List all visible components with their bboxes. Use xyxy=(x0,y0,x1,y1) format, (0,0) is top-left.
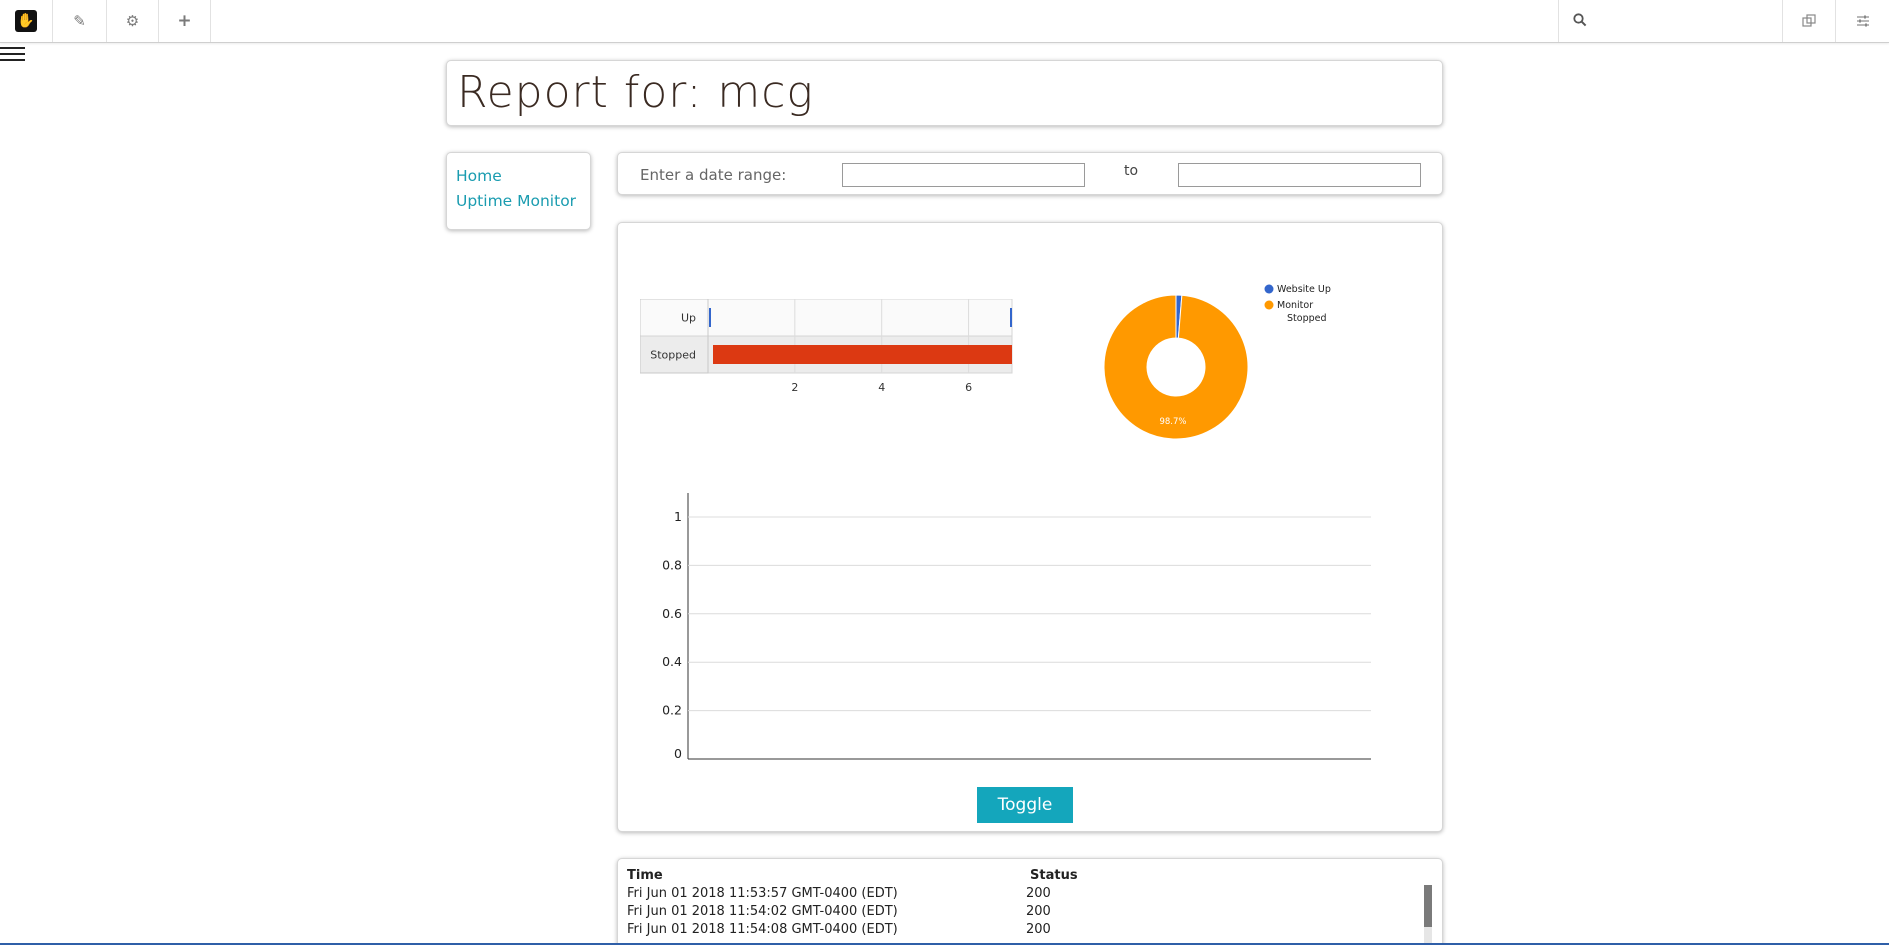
plus-icon: + xyxy=(177,11,192,31)
nav-link-home[interactable]: Home xyxy=(456,167,502,185)
table-cell-time: Fri Jun 01 2018 11:53:57 GMT-0400 (EDT) xyxy=(627,886,898,901)
line-chart-y-tick-label: 0.4 xyxy=(662,654,682,669)
search-box[interactable] xyxy=(1558,0,1783,42)
bar-tick-label: 6 xyxy=(965,381,972,394)
line-chart-y-tick-label: 0.6 xyxy=(662,606,682,621)
donut-slice-monitor-stopped xyxy=(1104,294,1249,440)
scrollbar-thumb[interactable] xyxy=(1424,885,1432,927)
table-scrollbar[interactable] xyxy=(1424,885,1432,945)
report-title-panel: Report for: mcg xyxy=(446,60,1443,126)
bar-category-label: Stopped xyxy=(650,349,696,362)
gear-icon: ⚙ xyxy=(125,12,140,30)
line-chart-y-tick-label: 0 xyxy=(674,746,682,761)
hamburger-menu-icon[interactable] xyxy=(0,47,25,63)
pencil-icon: ✎ xyxy=(73,12,86,30)
table-cell-status: 200 xyxy=(1026,886,1051,901)
table-header-time: Time xyxy=(627,868,663,883)
table-cell-status: 200 xyxy=(1026,922,1051,937)
line-chart-y-tick-label: 0.8 xyxy=(662,557,682,572)
hand-logo-icon: ✋ xyxy=(15,10,37,32)
search-icon xyxy=(1573,13,1587,27)
table-cell-status: 200 xyxy=(1026,904,1051,919)
date-range-panel: Enter a date range: to xyxy=(617,152,1443,195)
uptime-donut-chart: 98.7% Website Up Monitor Stopped xyxy=(1104,284,1331,440)
legend-label-website-up: Website Up xyxy=(1277,284,1331,295)
date-to-label: to xyxy=(1124,163,1139,179)
bar-label-column xyxy=(640,299,709,374)
charts-panel: 2 4 6 Up Stopped 98.7% Website Up Monitor Stopp… xyxy=(617,222,1443,832)
side-nav: Home Uptime Monitor xyxy=(446,152,591,230)
line-chart-y-tick-label: 0.2 xyxy=(662,703,682,718)
bar-up-end xyxy=(1010,308,1012,327)
bar-stopped xyxy=(713,345,1012,364)
legend-label-monitor-stopped-2: Stopped xyxy=(1287,313,1327,324)
bar-category-label: Up xyxy=(681,312,696,325)
date-range-label: Enter a date range: xyxy=(640,166,787,184)
bar-up-start xyxy=(709,308,711,327)
nav-link-uptime-monitor[interactable]: Uptime Monitor xyxy=(456,192,577,210)
legend-marker-website-up xyxy=(1264,284,1274,294)
add-button[interactable]: + xyxy=(159,0,211,42)
bar-tick-label: 2 xyxy=(791,381,798,394)
date-to-input[interactable] xyxy=(1178,163,1421,187)
toolbar: ✋ ✎ ⚙ + xyxy=(0,0,1889,43)
legend-marker-monitor-stopped xyxy=(1264,300,1274,310)
donut-slice-label: 98.7% xyxy=(1159,417,1186,427)
settings-button[interactable]: ⚙ xyxy=(107,0,159,42)
status-table: Time Status Fri Jun 01 2018 11:53:57 GMT… xyxy=(617,858,1443,945)
uptime-bar-chart: 2 4 6 Up Stopped xyxy=(640,299,1013,394)
options-button[interactable] xyxy=(1836,0,1889,42)
table-cell-time: Fri Jun 01 2018 11:54:08 GMT-0400 (EDT) xyxy=(627,922,898,937)
toggle-button[interactable]: Toggle xyxy=(977,787,1073,823)
bar-tick-label: 4 xyxy=(878,381,885,394)
response-line-chart: 0 0.2 0.4 0.6 0.8 1 xyxy=(662,493,1371,761)
date-from-input[interactable] xyxy=(842,163,1085,187)
sliders-icon xyxy=(1856,15,1869,27)
table-cell-time: Fri Jun 01 2018 11:54:02 GMT-0400 (EDT) xyxy=(627,904,898,919)
bar-row xyxy=(640,299,1013,337)
line-chart-y-tick-label: 1 xyxy=(674,509,682,524)
logo-button[interactable]: ✋ xyxy=(0,0,53,42)
table-header-status: Status xyxy=(1030,868,1078,883)
copy-icon xyxy=(1802,14,1816,27)
dashboard-button[interactable] xyxy=(1783,0,1836,42)
page-title: Report for: mcg xyxy=(457,67,814,118)
bottom-border xyxy=(0,943,1889,945)
edit-button[interactable]: ✎ xyxy=(53,0,107,42)
legend-label-monitor-stopped: Monitor xyxy=(1277,300,1313,311)
